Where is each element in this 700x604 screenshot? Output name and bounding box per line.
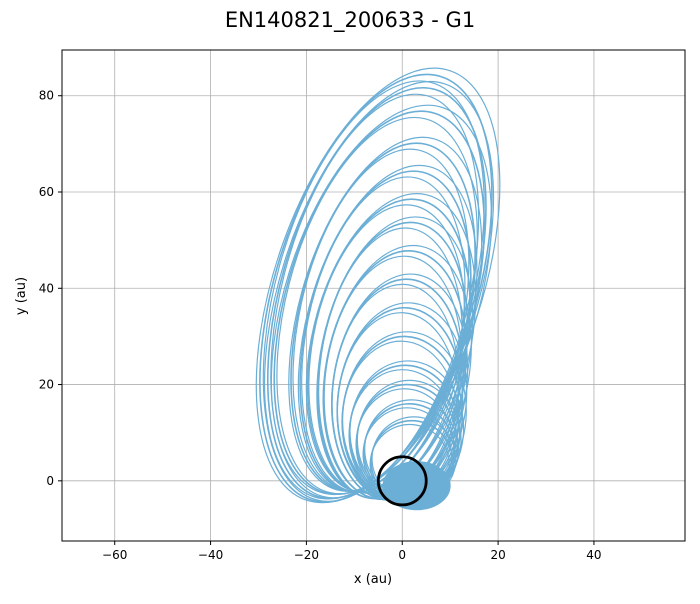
x-tick-label: 20 (490, 548, 505, 562)
y-axis-label: y (au) (14, 277, 29, 315)
x-tick-label: −40 (198, 548, 223, 562)
orbit-ellipse (322, 244, 472, 500)
tick-layer: −60 −40 −20 0 20 40 0 20 40 60 80 (39, 89, 602, 562)
orbit-series (255, 67, 501, 511)
plot-frame (61, 49, 686, 542)
circular-orbit (376, 455, 428, 507)
x-tick-label: −20 (294, 548, 319, 562)
orbit-ellipse (323, 255, 463, 501)
data-layer (255, 67, 501, 511)
x-tick-label: −60 (102, 548, 127, 562)
x-tick-label: 0 (398, 548, 406, 562)
grid-layer (62, 50, 685, 541)
y-tick-label: 40 (39, 281, 54, 295)
y-tick-label: 60 (39, 185, 54, 199)
y-tick-label: 80 (39, 89, 54, 103)
y-tick-label: 20 (39, 378, 54, 392)
y-tick-label: 0 (46, 474, 54, 488)
x-tick-label: 40 (586, 548, 601, 562)
x-axis-label: x (au) (354, 572, 392, 587)
chart-title: EN140821_200633 - G1 (224, 8, 476, 32)
orbit-ellipse (255, 67, 501, 504)
